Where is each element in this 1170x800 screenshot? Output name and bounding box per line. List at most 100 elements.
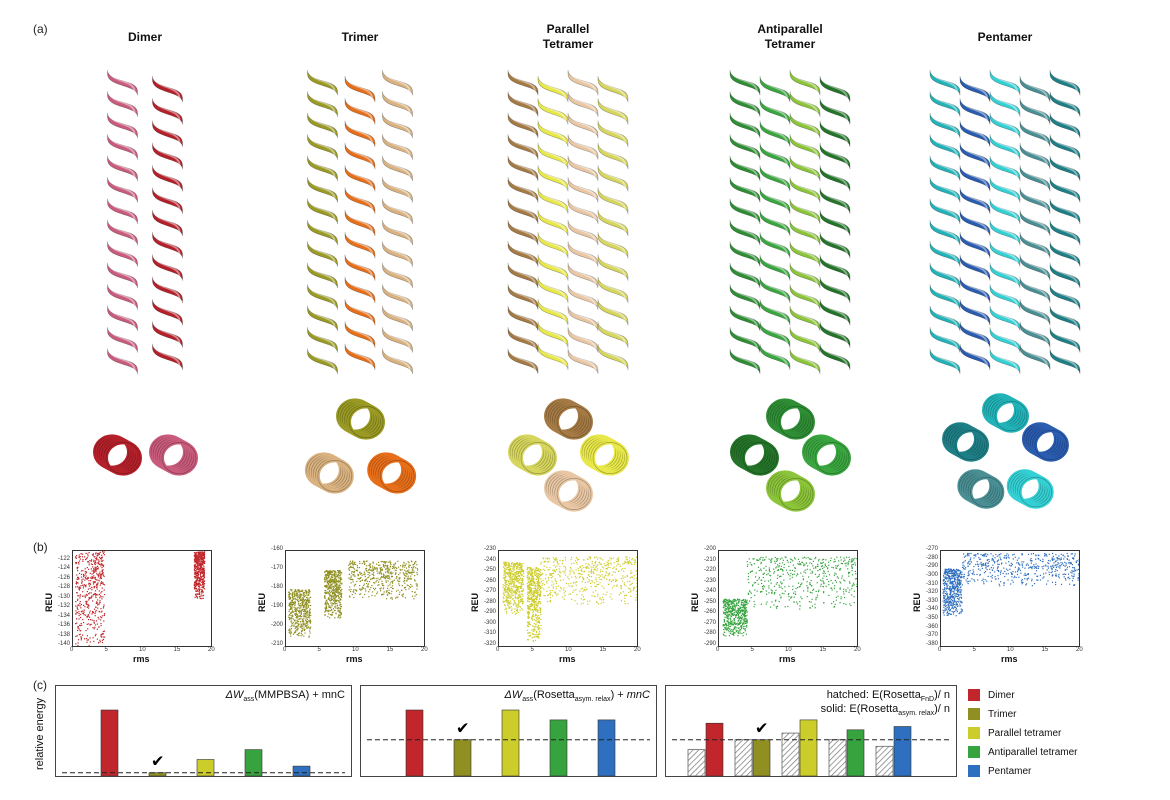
scatter-ytick: -280: [704, 630, 717, 637]
scatter-ytick: -270: [926, 546, 939, 552]
helix-2-2: [567, 69, 599, 375]
scatter-ytick: -290: [484, 609, 497, 616]
scatter-ylabel: REU: [257, 592, 267, 612]
helix-0-0: [107, 69, 138, 375]
bar-panel-rosetta-title: ΔWass(Rosettaasym. relax) + mnC: [504, 689, 650, 704]
check-mark: ✔: [151, 752, 164, 771]
scatter-xtick: 20: [208, 647, 215, 653]
scatter-xtick: 10: [139, 647, 146, 653]
legend-item: Dimer: [968, 689, 1015, 701]
scatter-ytick: -230: [704, 577, 717, 584]
legend-label: Dimer: [988, 689, 1015, 701]
hatched-bar-3: [828, 739, 847, 776]
scatter-xtick: 20: [634, 647, 641, 653]
scatter-ytick: -230: [484, 546, 497, 552]
helix-2-1: [537, 75, 569, 371]
bar-4: [597, 719, 616, 776]
scatter-ytick: -124: [58, 565, 71, 571]
bar-1: [453, 739, 472, 776]
scatter-ytick: -250: [484, 567, 497, 574]
scatter-xtick: 15: [1041, 647, 1049, 653]
scatter-xlabel: rms: [1001, 654, 1018, 664]
scatter-xlabel: rms: [346, 654, 363, 664]
ring-1-1: [367, 452, 417, 494]
scatter-ytick: -210: [271, 641, 284, 647]
scatter-ytick: -260: [484, 577, 497, 584]
helix-4-2: [989, 69, 1021, 375]
scatter-cluster-1-2: [348, 560, 419, 600]
scatter-ytick: -360: [926, 623, 939, 630]
legend-item: Antiparallel tetramer: [968, 746, 1077, 758]
bar-3: [549, 719, 568, 776]
helix-0-1: [152, 75, 183, 371]
scatter-cluster-2-1: [526, 567, 542, 642]
helix-4-3: [1019, 75, 1051, 371]
ring-2-2: [544, 470, 593, 512]
scatter-xtick: 10: [565, 647, 572, 653]
scatter-xtick: 5: [317, 647, 321, 653]
structure-title-3: Antiparallel Tetramer: [757, 22, 823, 51]
scatter-xtick: 20: [854, 647, 861, 653]
scatter-ytick: -340: [926, 606, 939, 613]
bar-4: [893, 726, 912, 776]
structure-title-1: Trimer: [341, 30, 379, 44]
ring-1-2: [304, 452, 354, 494]
helix-3-1: [759, 75, 791, 371]
scatter-ytick: -240: [484, 556, 497, 563]
ring-2-0: [544, 398, 593, 440]
ring-4-4: [942, 422, 990, 462]
ring-3-3: [730, 434, 779, 476]
scatter-xtick: 0: [283, 647, 287, 653]
scatter-ytick: -170: [271, 565, 284, 571]
legend-item: Pentamer: [968, 765, 1031, 777]
scatter-ytick: -260: [704, 609, 717, 616]
scatter-xtick: 0: [716, 647, 720, 653]
scatter-ylabel: REU: [44, 592, 54, 612]
bar-2: [196, 759, 215, 776]
bar-y-label: relative energy: [34, 697, 46, 770]
bar-chart-2: ✔: [672, 719, 950, 776]
scatter-xtick: 0: [70, 647, 74, 653]
structure-title-4: Pentamer: [977, 30, 1033, 44]
scatter-plot-0: [72, 550, 212, 647]
scatter-cluster-1-1: [324, 570, 343, 619]
bar-0: [100, 709, 119, 776]
scatter-ytick: -250: [704, 598, 717, 605]
bar-2: [799, 719, 818, 776]
scatter-plot-3: [718, 550, 858, 647]
scatter-cluster-4-1: [961, 552, 1079, 587]
helix-3-3: [819, 75, 851, 371]
bar-panel-combined: ✔ hatched: E(RosettaFnD)/ n solid: E(Ros…: [665, 685, 957, 777]
scatter-cluster-2-2: [540, 556, 637, 605]
ring-4-1: [1021, 422, 1069, 462]
scatter-xlabel: rms: [133, 654, 150, 664]
helix-4-0: [929, 69, 961, 375]
scatter-ytick: -128: [58, 584, 71, 590]
scatter-ytick: -122: [58, 555, 71, 562]
scatter-ytick: -320: [926, 589, 939, 596]
scatter-xtick: 10: [1007, 647, 1014, 653]
ring-3-2: [766, 470, 815, 512]
scatter-ytick: -350: [926, 615, 939, 622]
panel-b-label: (b): [33, 540, 48, 554]
legend-swatch: [968, 765, 980, 777]
ring-0-1: [93, 434, 142, 476]
scatter-ytick: -310: [484, 630, 497, 637]
ring-1-0: [336, 398, 385, 440]
helix-2-0: [507, 69, 539, 375]
legend-item: Parallel tetramer: [968, 727, 1061, 739]
scatter-ytick: -136: [58, 622, 71, 628]
bar-3: [244, 749, 263, 776]
panel-a-label: (a): [33, 22, 48, 36]
bar-panel-solid-note: solid: E(Rosettaasym. relax)/ n: [820, 703, 950, 718]
structure-title-2: Parallel Tetramer: [542, 22, 594, 51]
scatter-ytick: -370: [926, 632, 939, 639]
scatter-ytick: -270: [484, 588, 497, 595]
bar-panel-rosetta: ✔ ΔWass(Rosettaasym. relax) + mnC: [360, 685, 657, 777]
scatter-ytick: -300: [484, 619, 497, 626]
scatter-xtick: 15: [386, 647, 394, 653]
scatter-ytick: -320: [484, 641, 497, 647]
scatter-xtick: 10: [352, 647, 359, 653]
bar-panel-hatched-note: hatched: E(RosettaFnD)/ n: [826, 689, 950, 704]
ring-3-0: [766, 398, 815, 440]
